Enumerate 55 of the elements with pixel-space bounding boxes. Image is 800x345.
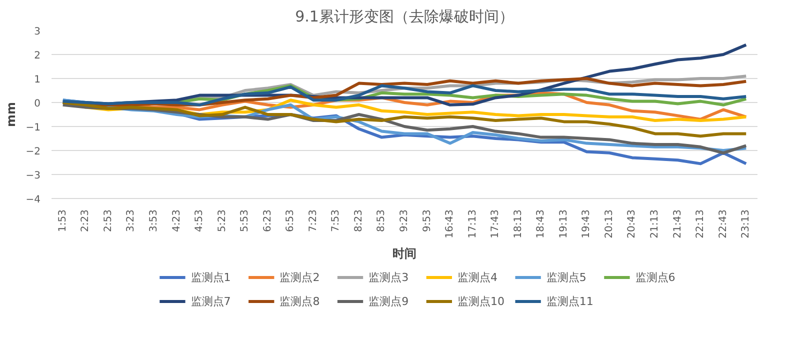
line-series [61, 84, 748, 106]
y-tick-label: −4 [26, 194, 41, 206]
x-tick-label: 7:23 [308, 209, 319, 232]
y-tick-label: −1 [26, 122, 41, 134]
legend-label: 监测点4 [457, 271, 498, 284]
legend-label: 监测点11 [546, 295, 594, 308]
legend-label: 监测点10 [457, 295, 504, 308]
y-tick-label: −2 [26, 146, 41, 158]
x-tick-label: 20:43 [626, 209, 638, 238]
x-tick-label: 9:23 [399, 209, 410, 232]
x-tick-label: 22:13 [695, 209, 706, 238]
x-tick-label: 2:53 [102, 209, 114, 232]
x-tick-label: 5:53 [240, 209, 251, 232]
x-tick-label: 20:13 [604, 209, 615, 238]
chart-title: 9.1累计形变图（去除爆破时间） [295, 8, 514, 26]
x-tick-label: 7:53 [330, 209, 342, 232]
x-tick-label: 3:53 [148, 209, 160, 232]
y-tick-label: −3 [26, 170, 41, 182]
x-tick-label: 1:53 [57, 209, 68, 232]
x-tick-label: 18:13 [512, 209, 524, 238]
x-tick-label: 8:53 [376, 209, 388, 232]
legend-label: 监测点8 [280, 295, 320, 308]
x-tick-label: 18:43 [536, 209, 547, 238]
x-tick-label: 6:53 [285, 209, 296, 232]
x-tick-label: 17:13 [467, 209, 478, 238]
legend-label: 监测点2 [280, 271, 320, 284]
legend-label: 监测点1 [190, 271, 231, 284]
x-tick-label: 5:23 [216, 209, 228, 232]
x-tick-label: 8:23 [353, 209, 364, 232]
x-tick-label: 21:43 [672, 209, 684, 238]
y-tick-label: 2 [34, 50, 41, 62]
y-tick-label: 0 [34, 98, 41, 110]
x-tick-label: 23:13 [740, 209, 752, 238]
x-tick-label: 21:13 [650, 209, 661, 238]
x-tick-label: 2:23 [80, 209, 92, 232]
legend-label: 监测点6 [635, 271, 676, 284]
x-tick-label: 4:53 [194, 209, 206, 232]
x-tick-label: 19:43 [581, 209, 592, 238]
legend-label: 监测点9 [368, 295, 409, 308]
legend-label: 监测点5 [546, 271, 586, 284]
x-axis-title: 时间 [392, 246, 416, 260]
x-tick-label: 17:43 [490, 209, 502, 238]
legend-label: 监测点3 [368, 271, 409, 284]
legend-label: 监测点7 [190, 295, 231, 308]
y-tick-label: 3 [34, 26, 41, 38]
line-series [61, 101, 748, 138]
x-tick-label: 4:23 [171, 209, 182, 232]
x-tick-label: 9:53 [422, 209, 433, 232]
x-tick-label: 22:43 [718, 209, 729, 238]
x-tick-label: 19:13 [558, 209, 570, 238]
x-tick-label: 6:23 [262, 209, 274, 232]
x-tick-label: 16:43 [444, 209, 456, 238]
y-tick-label: 1 [34, 74, 41, 86]
x-tick-label: 3:23 [126, 209, 137, 232]
y-axis-title: mm [4, 102, 18, 128]
